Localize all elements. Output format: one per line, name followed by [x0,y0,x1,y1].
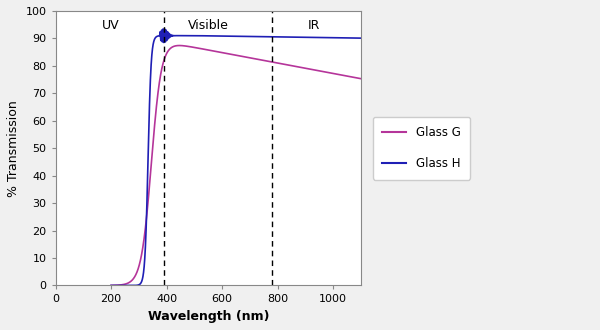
Glass G [176,44,183,48]
Glass H [313,36,320,40]
Glass G [358,77,365,81]
Line: Glass G: Glass G [111,46,361,285]
Text: IR: IR [308,19,320,32]
Glass H [294,35,301,39]
X-axis label: Wavelength (nm): Wavelength (nm) [148,310,269,323]
Glass G [257,58,265,62]
Text: Visible: Visible [188,19,229,32]
Glass G [203,48,210,52]
Legend: Glass G, Glass H: Glass G, Glass H [373,117,470,180]
Glass H [270,35,277,39]
Glass H [107,283,115,287]
Glass H [153,35,160,39]
Glass G [313,68,320,72]
Glass H [160,27,167,31]
Text: UV: UV [102,19,120,32]
Glass H [203,34,210,38]
Glass G [294,65,301,69]
Glass G [153,104,160,108]
Y-axis label: % Transmission: % Transmission [7,100,20,197]
Glass G [270,60,277,64]
Glass H [358,36,365,40]
Glass H [257,35,265,39]
Line: Glass H: Glass H [111,29,361,285]
Glass G [107,283,115,287]
